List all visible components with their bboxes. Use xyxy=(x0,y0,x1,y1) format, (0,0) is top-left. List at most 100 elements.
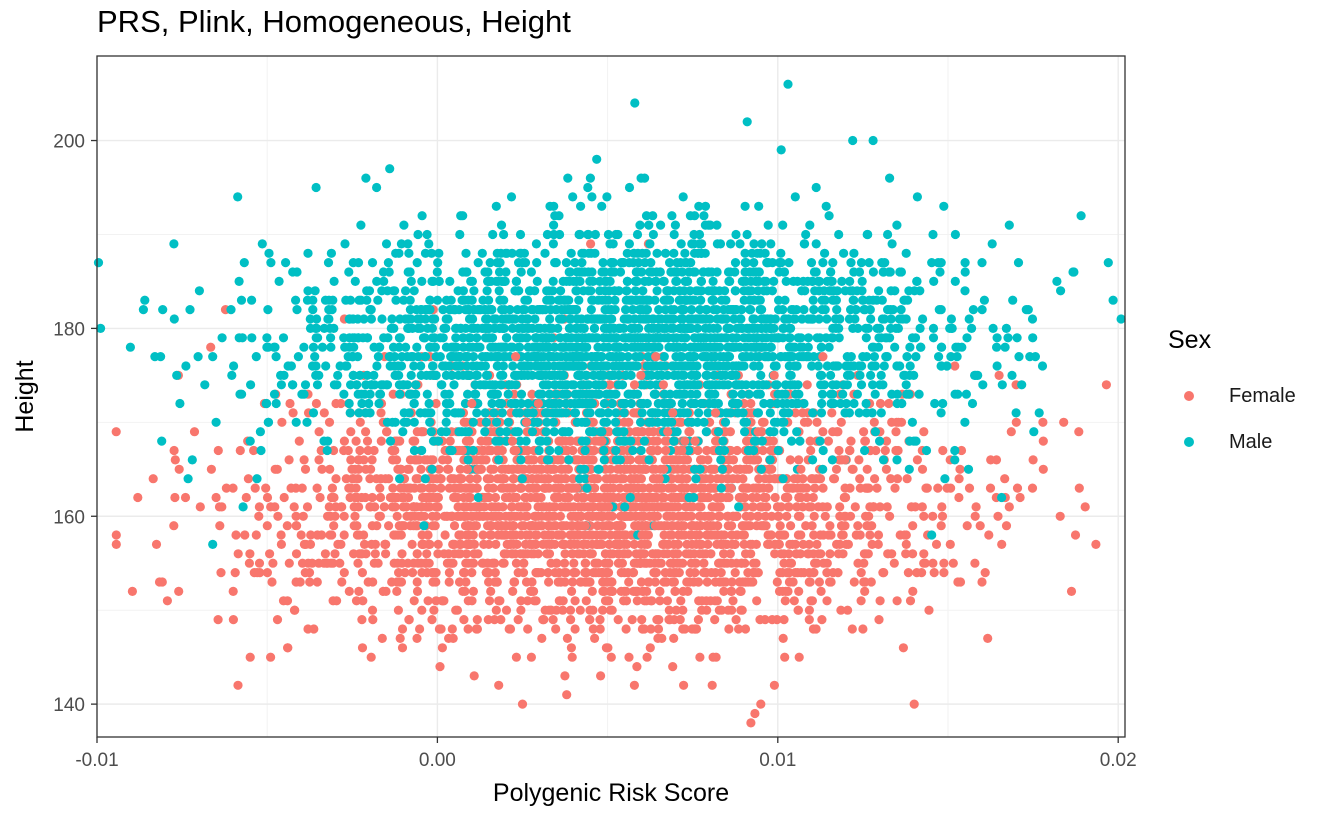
point-male xyxy=(540,361,550,371)
point-male xyxy=(973,370,983,380)
point-female xyxy=(498,474,508,484)
point-female xyxy=(565,539,575,550)
point-male xyxy=(564,267,574,277)
point-female xyxy=(811,558,821,568)
point-female xyxy=(917,464,928,474)
point-male xyxy=(594,389,604,399)
point-male xyxy=(896,305,906,315)
point-male xyxy=(594,464,604,474)
point-female xyxy=(459,492,469,503)
point-male xyxy=(507,323,518,333)
point-male xyxy=(625,492,635,503)
point-female xyxy=(812,417,822,427)
point-male xyxy=(732,408,743,418)
point-male xyxy=(587,192,597,202)
point-female xyxy=(213,615,223,625)
point-male xyxy=(321,361,331,371)
point-female xyxy=(349,521,359,531)
point-female xyxy=(929,568,939,578)
point-male xyxy=(603,229,614,240)
point-male xyxy=(756,370,766,380)
point-male xyxy=(246,380,256,390)
point-male xyxy=(574,229,584,240)
point-male xyxy=(712,267,722,277)
point-female xyxy=(471,502,481,512)
point-female xyxy=(328,596,338,606)
point-female xyxy=(946,483,956,493)
point-female xyxy=(481,568,491,578)
point-male xyxy=(799,305,809,315)
point-male xyxy=(447,370,457,380)
point-female xyxy=(326,558,336,568)
point-female xyxy=(438,455,448,465)
point-female xyxy=(605,380,615,390)
point-male xyxy=(516,455,526,465)
point-male xyxy=(624,258,634,268)
point-female xyxy=(486,464,496,474)
point-female xyxy=(596,511,606,521)
point-female xyxy=(297,483,307,493)
point-male xyxy=(605,239,615,249)
point-female xyxy=(636,577,647,587)
point-male xyxy=(831,361,841,371)
point-male xyxy=(333,370,343,380)
point-male xyxy=(502,248,512,258)
point-female xyxy=(459,417,469,427)
point-male xyxy=(977,305,987,315)
point-female xyxy=(891,427,901,437)
point-female xyxy=(691,539,701,550)
point-male xyxy=(461,352,472,362)
point-male xyxy=(885,173,895,183)
point-female xyxy=(699,558,709,568)
point-male xyxy=(865,305,875,315)
point-male xyxy=(704,389,714,399)
point-male xyxy=(582,483,592,493)
point-female xyxy=(908,586,918,597)
point-male xyxy=(503,314,513,324)
point-male xyxy=(599,398,610,409)
point-female xyxy=(789,596,799,606)
point-female xyxy=(743,568,753,578)
point-male xyxy=(291,295,301,305)
point-male xyxy=(544,398,554,409)
point-male xyxy=(545,201,555,211)
point-female xyxy=(697,605,707,615)
point-female xyxy=(560,671,570,681)
point-male xyxy=(326,333,336,343)
point-female xyxy=(782,511,792,521)
point-female xyxy=(835,502,845,512)
point-female xyxy=(449,549,460,559)
point-female xyxy=(346,455,356,465)
point-female xyxy=(390,502,400,512)
point-male xyxy=(684,445,694,456)
point-female xyxy=(314,427,324,437)
point-female xyxy=(558,605,568,615)
point-male xyxy=(483,267,493,277)
point-male xyxy=(622,248,632,258)
point-male xyxy=(930,398,940,409)
point-female xyxy=(331,398,341,409)
point-male xyxy=(632,361,642,371)
point-female xyxy=(775,521,785,531)
point-female xyxy=(351,436,361,446)
point-female xyxy=(619,464,629,474)
point-male xyxy=(551,389,562,399)
point-male xyxy=(399,417,409,427)
point-male xyxy=(659,389,670,399)
point-male xyxy=(652,286,662,296)
point-male xyxy=(292,305,302,315)
point-male xyxy=(1007,370,1017,380)
point-male xyxy=(140,295,150,305)
point-male xyxy=(676,239,686,249)
point-female xyxy=(304,568,315,578)
point-female xyxy=(786,558,796,568)
point-female xyxy=(569,558,579,568)
point-male xyxy=(818,258,828,268)
point-male xyxy=(979,295,990,305)
point-female xyxy=(576,511,586,521)
point-male xyxy=(426,427,436,437)
point-female xyxy=(569,568,580,578)
point-male xyxy=(912,276,922,286)
point-female xyxy=(901,549,911,559)
point-male xyxy=(441,295,452,305)
